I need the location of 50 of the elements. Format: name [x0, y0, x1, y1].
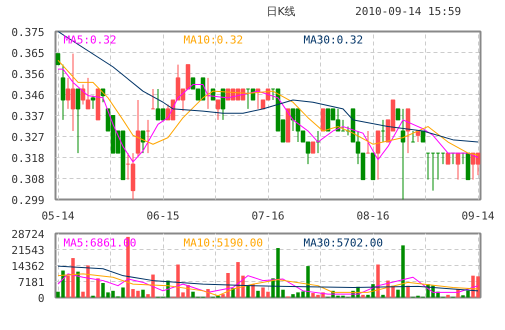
- x-tick-label: 08-16: [356, 210, 390, 222]
- y-tick-label: 0: [38, 292, 44, 305]
- line-series: [58, 266, 478, 292]
- bar: [256, 290, 260, 298]
- y-tick-label: 0.327: [11, 131, 45, 144]
- bar: [96, 278, 100, 298]
- candlestick: [310, 142, 316, 154]
- y-tick-label: 0.346: [11, 89, 45, 102]
- y-tick-label: 7181: [18, 276, 45, 289]
- bar: [246, 286, 250, 298]
- y-tick-label: 21543: [11, 244, 45, 257]
- y-tick-label: 0.318: [11, 152, 45, 165]
- y-tick-label: 0.356: [11, 68, 45, 81]
- candlestick: [216, 100, 220, 120]
- candlestick: [136, 100, 140, 158]
- chart-title: 日K线: [266, 5, 296, 18]
- candlestick: [140, 130, 146, 154]
- y-tick-label: 0.365: [11, 47, 45, 60]
- y-tick-label: 14362: [11, 260, 45, 273]
- text: 2010-09-14 15:59: [355, 5, 462, 18]
- candlestick: [220, 88, 226, 120]
- candlestick: [456, 152, 460, 180]
- candlestick: [60, 64, 66, 120]
- x-tick-label: 06-15: [146, 210, 180, 222]
- y-tick-label: 0.375: [11, 26, 45, 39]
- candlestick: [406, 108, 410, 154]
- text: MA30:5702.00: [304, 236, 383, 250]
- x-tick-label: 07-16: [251, 210, 285, 222]
- candlestick: [396, 108, 400, 120]
- candlestick: [376, 130, 380, 180]
- candlestick: [76, 88, 80, 154]
- bar: [361, 294, 365, 298]
- bar: [141, 290, 145, 298]
- bar: [381, 294, 385, 298]
- y-tick-label: 0.337: [11, 110, 45, 123]
- x-tick-label: 09-14: [461, 210, 495, 222]
- bar: [406, 286, 410, 298]
- candlestick: [90, 95, 96, 110]
- y-tick-label: 0.299: [11, 194, 45, 207]
- candlestick: [320, 108, 326, 132]
- line-series: [58, 32, 478, 143]
- text: MA10:5190.00: [184, 236, 263, 250]
- x-tick-label: 05-14: [41, 210, 75, 222]
- y-tick-label: 28724: [11, 228, 45, 241]
- text: MA30:0.32: [304, 34, 364, 46]
- y-tick-label: 0.308: [11, 173, 45, 186]
- candlestick: [400, 108, 406, 200]
- bar: [76, 272, 80, 298]
- text: MA10:0.32: [184, 34, 244, 46]
- bar: [446, 294, 450, 298]
